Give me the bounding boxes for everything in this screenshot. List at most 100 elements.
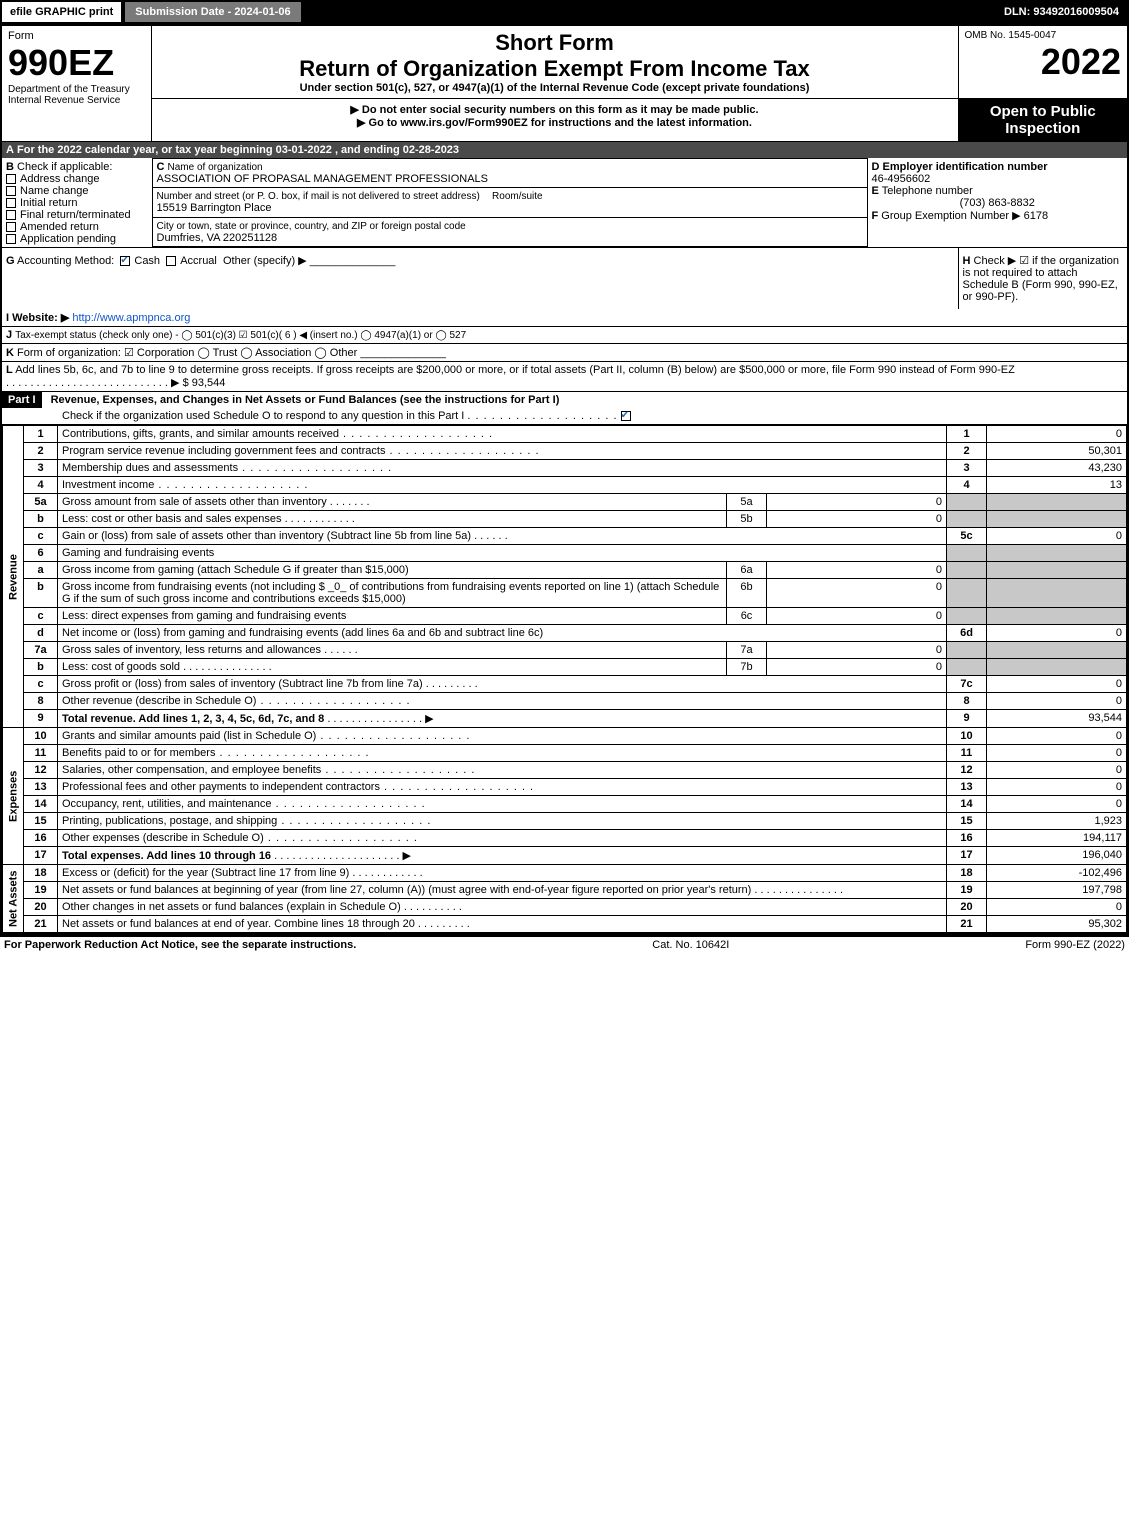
- l13-desc: Professional fees and other payments to …: [62, 781, 380, 793]
- l12-desc: Salaries, other compensation, and employ…: [62, 764, 321, 776]
- ein-value: 46-4956602: [872, 173, 931, 185]
- l6a-val: 0: [767, 562, 947, 579]
- c-label: Name of organization: [168, 162, 263, 173]
- l16-desc: Other expenses (describe in Schedule O): [62, 832, 264, 844]
- l15-amt: 1,923: [987, 813, 1127, 830]
- l-text: Add lines 5b, 6c, and 7b to line 9 to de…: [15, 364, 1015, 376]
- footer-mid: Cat. No. 10642I: [652, 939, 729, 951]
- l21-amt: 95,302: [987, 916, 1127, 933]
- addr-label: Number and street (or P. O. box, if mail…: [157, 191, 480, 202]
- l5c-amt: 0: [987, 528, 1127, 545]
- opt-amended-return[interactable]: Amended return: [20, 221, 99, 233]
- j-text: Tax-exempt status (check only one) - ◯ 5…: [15, 330, 466, 341]
- l4-amt: 13: [987, 477, 1127, 494]
- l6d-desc: Net income or (loss) from gaming and fun…: [58, 625, 947, 642]
- ssn-warning: ▶ Do not enter social security numbers o…: [158, 103, 952, 116]
- dept-label: Department of the Treasury Internal Reve…: [8, 84, 145, 106]
- l17-amt: 196,040: [987, 847, 1127, 865]
- opt-address-change[interactable]: Address change: [20, 173, 100, 185]
- l8-desc: Other revenue (describe in Schedule O): [62, 695, 256, 707]
- l6b-val: 0: [767, 579, 947, 608]
- website-link[interactable]: http://www.apmpnca.org: [72, 312, 190, 324]
- schedule-o-checkbox[interactable]: [621, 411, 631, 421]
- room-label: Room/suite: [492, 191, 543, 202]
- omb-number: OMB No. 1545-0047: [965, 30, 1122, 41]
- dln-label: DLN: 93492016009504: [994, 2, 1129, 22]
- city-state-zip: Dumfries, VA 220251128: [157, 232, 278, 244]
- submission-date: Submission Date - 2024-01-06: [123, 0, 302, 24]
- form-table: Form 990EZ Department of the Treasury In…: [0, 24, 1129, 935]
- l19-desc: Net assets or fund balances at beginning…: [62, 884, 751, 896]
- l7c-desc: Gross profit or (loss) from sales of inv…: [62, 678, 423, 690]
- expenses-vlabel: Expenses: [3, 728, 24, 865]
- l3-amt: 43,230: [987, 460, 1127, 477]
- footer-right: Form 990-EZ (2022): [1025, 939, 1125, 951]
- lines-table: Revenue 1 Contributions, gifts, grants, …: [2, 425, 1127, 933]
- l7a-val: 0: [767, 642, 947, 659]
- l5a-val: 0: [767, 494, 947, 511]
- l-amount: ▶ $ 93,544: [171, 377, 225, 389]
- l9-amt: 93,544: [987, 710, 1127, 728]
- l6c-desc: Less: direct expenses from gaming and fu…: [58, 608, 727, 625]
- main-title: Return of Organization Exempt From Incom…: [158, 56, 952, 82]
- l13-amt: 0: [987, 779, 1127, 796]
- l1-amt: 0: [987, 426, 1127, 443]
- l5b-val: 0: [767, 511, 947, 528]
- opt-application-pending[interactable]: Application pending: [20, 233, 116, 245]
- revenue-vlabel: Revenue: [3, 426, 24, 728]
- tax-year: 2022: [965, 41, 1122, 83]
- opt-initial-return[interactable]: Initial return: [20, 197, 77, 209]
- part1-label: Part I: [2, 392, 42, 408]
- opt-final-return[interactable]: Final return/terminated: [20, 209, 131, 221]
- efile-label[interactable]: efile GRAPHIC print: [0, 0, 123, 24]
- l21-desc: Net assets or fund balances at end of ye…: [62, 918, 415, 930]
- l5c-desc: Gain or (loss) from sale of assets other…: [62, 530, 471, 542]
- part1-title: Revenue, Expenses, and Changes in Net As…: [45, 392, 566, 408]
- l5a-desc: Gross amount from sale of assets other t…: [62, 496, 327, 508]
- l7b-val: 0: [767, 659, 947, 676]
- netassets-vlabel: Net Assets: [3, 865, 24, 933]
- g-label: Accounting Method:: [17, 255, 114, 267]
- l1-desc: Contributions, gifts, grants, and simila…: [62, 428, 339, 440]
- l7c-amt: 0: [987, 676, 1127, 693]
- l12-amt: 0: [987, 762, 1127, 779]
- group-exemption: ▶ 6178: [1012, 210, 1048, 222]
- l3-desc: Membership dues and assessments: [62, 462, 238, 474]
- org-name: ASSOCIATION OF PROPASAL MANAGEMENT PROFE…: [157, 173, 489, 185]
- l18-desc: Excess or (deficit) for the year (Subtra…: [62, 867, 349, 879]
- city-label: City or town, state or province, country…: [157, 221, 466, 232]
- g-accrual[interactable]: Accrual: [180, 255, 217, 267]
- l18-amt: -102,496: [987, 865, 1127, 882]
- d-label: Employer identification number: [883, 161, 1048, 173]
- page-footer: For Paperwork Reduction Act Notice, see …: [0, 935, 1129, 953]
- g-other[interactable]: Other (specify) ▶: [223, 255, 307, 267]
- phone-value: (703) 863-8832: [872, 197, 1124, 209]
- l5b-desc: Less: cost or other basis and sales expe…: [62, 513, 282, 525]
- l6a-desc: Gross income from gaming (attach Schedul…: [58, 562, 727, 579]
- k-text: Form of organization: ☑ Corporation ◯ Tr…: [17, 347, 357, 359]
- l6c-val: 0: [767, 608, 947, 625]
- l15-desc: Printing, publications, postage, and shi…: [62, 815, 277, 827]
- l9-desc: Total revenue. Add lines 1, 2, 3, 4, 5c,…: [62, 713, 324, 725]
- l6b-desc: Gross income from fundraising events (no…: [58, 579, 727, 608]
- l16-amt: 194,117: [987, 830, 1127, 847]
- l7b-desc: Less: cost of goods sold: [62, 661, 180, 673]
- goto-link[interactable]: ▶ Go to www.irs.gov/Form990EZ for instru…: [158, 116, 952, 129]
- street-address: 15519 Barrington Place: [157, 202, 272, 214]
- f-label: Group Exemption Number: [881, 210, 1009, 222]
- section-a: A For the 2022 calendar year, or tax yea…: [1, 142, 1128, 159]
- l8-amt: 0: [987, 693, 1127, 710]
- l7a-desc: Gross sales of inventory, less returns a…: [62, 644, 321, 656]
- top-bar: efile GRAPHIC print Submission Date - 20…: [0, 0, 1129, 24]
- l20-desc: Other changes in net assets or fund bala…: [62, 901, 401, 913]
- l19-amt: 197,798: [987, 882, 1127, 899]
- l11-desc: Benefits paid to or for members: [62, 747, 215, 759]
- l17-desc: Total expenses. Add lines 10 through 16: [62, 850, 271, 862]
- under-section: Under section 501(c), 527, or 4947(a)(1)…: [158, 82, 952, 94]
- l14-desc: Occupancy, rent, utilities, and maintena…: [62, 798, 272, 810]
- opt-name-change[interactable]: Name change: [20, 185, 89, 197]
- l2-desc: Program service revenue including govern…: [62, 445, 385, 457]
- l11-amt: 0: [987, 745, 1127, 762]
- g-cash[interactable]: Cash: [134, 255, 160, 267]
- short-form-title: Short Form: [158, 30, 952, 56]
